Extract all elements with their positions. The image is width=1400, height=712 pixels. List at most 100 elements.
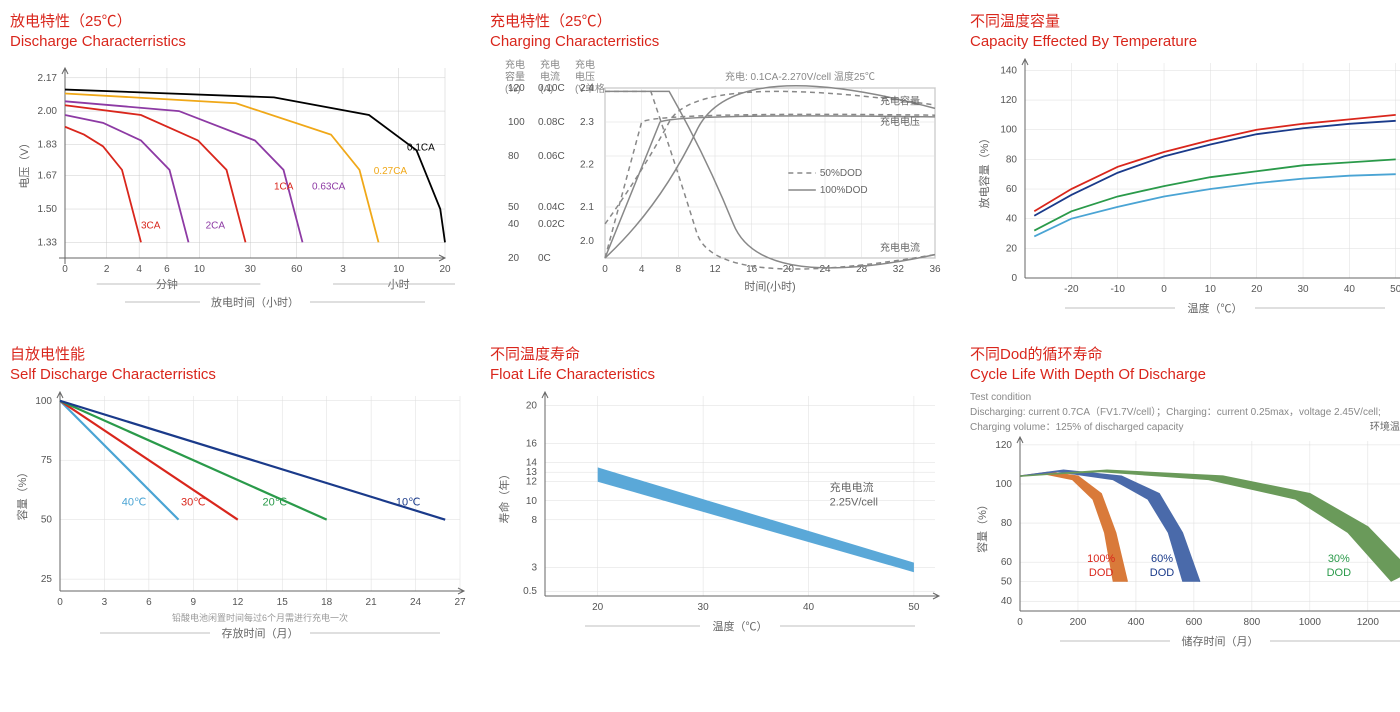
svg-text:16: 16 bbox=[526, 439, 538, 450]
svg-text:24: 24 bbox=[410, 597, 422, 608]
svg-text:30: 30 bbox=[1297, 284, 1309, 295]
svg-text:10: 10 bbox=[194, 264, 206, 275]
svg-text:DOD: DOD bbox=[1327, 567, 1352, 579]
svg-text:40℃: 40℃ bbox=[122, 496, 147, 508]
svg-text:-20: -20 bbox=[1064, 284, 1079, 295]
svg-text:DOD: DOD bbox=[1089, 567, 1114, 579]
discharge-plot: 1.331.501.671.832.002.17024610306031020电… bbox=[10, 58, 470, 313]
svg-text:充电电压: 充电电压 bbox=[880, 115, 920, 128]
svg-text:60: 60 bbox=[1006, 184, 1018, 195]
svg-text:温度（℃）: 温度（℃） bbox=[1188, 301, 1243, 315]
svg-text:12: 12 bbox=[232, 597, 244, 608]
svg-text:0.63CA: 0.63CA bbox=[312, 181, 346, 192]
svg-text:2: 2 bbox=[104, 264, 110, 275]
svg-text:40: 40 bbox=[1001, 596, 1013, 607]
svg-text:50: 50 bbox=[41, 515, 53, 526]
svg-text:40: 40 bbox=[803, 602, 815, 613]
svg-text:10: 10 bbox=[393, 264, 405, 275]
svg-text:20℃: 20℃ bbox=[263, 496, 288, 508]
svg-text:1.33: 1.33 bbox=[38, 237, 58, 248]
svg-text:10℃: 10℃ bbox=[396, 496, 421, 508]
svg-text:0: 0 bbox=[62, 264, 68, 275]
svg-text:40: 40 bbox=[1344, 284, 1356, 295]
svg-text:小时: 小时 bbox=[388, 278, 410, 291]
svg-text:寿命（年）: 寿命（年） bbox=[497, 469, 511, 524]
svg-text:0: 0 bbox=[602, 264, 608, 275]
svg-text:20: 20 bbox=[439, 264, 451, 275]
svg-text:100: 100 bbox=[35, 396, 52, 407]
charging-title-en: Charging Characterristics bbox=[490, 33, 950, 50]
svg-text:30%: 30% bbox=[1328, 553, 1350, 565]
svg-text:80: 80 bbox=[1006, 154, 1018, 165]
svg-text:24: 24 bbox=[819, 264, 831, 275]
svg-text:60%: 60% bbox=[1151, 553, 1173, 565]
svg-text:10: 10 bbox=[1205, 284, 1217, 295]
svg-text:2.4: 2.4 bbox=[580, 83, 594, 94]
temperature-title-en: Capacity Effected By Temperature bbox=[970, 33, 1400, 50]
svg-text:14: 14 bbox=[526, 458, 538, 469]
svg-text:50: 50 bbox=[1390, 284, 1400, 295]
svg-text:6: 6 bbox=[164, 264, 170, 275]
svg-text:12: 12 bbox=[709, 264, 721, 275]
svg-text:18: 18 bbox=[321, 597, 333, 608]
svg-text:20: 20 bbox=[508, 253, 520, 264]
svg-text:0.10C: 0.10C bbox=[538, 83, 565, 94]
discharge-title-cn: 放电特性（25℃） bbox=[10, 10, 470, 31]
svg-text:3: 3 bbox=[340, 264, 346, 275]
svg-text:1.83: 1.83 bbox=[38, 139, 58, 150]
discharge-panel: 放电特性（25℃） Discharge Characterristics 1.3… bbox=[10, 10, 470, 323]
svg-text:3: 3 bbox=[531, 562, 537, 573]
svg-text:50: 50 bbox=[1001, 577, 1013, 588]
svg-text:0: 0 bbox=[1017, 617, 1023, 628]
svg-text:0.06C: 0.06C bbox=[538, 151, 565, 162]
svg-text:0.5: 0.5 bbox=[523, 586, 537, 597]
svg-text:2.1: 2.1 bbox=[580, 202, 594, 213]
svg-text:1CA: 1CA bbox=[274, 181, 294, 192]
cyclelife-title-en: Cycle Life With Depth Of Discharge bbox=[970, 366, 1400, 383]
svg-text:80: 80 bbox=[508, 151, 520, 162]
svg-text:12: 12 bbox=[526, 477, 538, 488]
floatlife-plot: 0.53810121314162020304050寿命（年）温度（℃）充电电流2… bbox=[490, 391, 950, 641]
svg-text:0: 0 bbox=[1161, 284, 1167, 295]
svg-text:2.2: 2.2 bbox=[580, 160, 594, 171]
svg-text:140: 140 bbox=[1000, 65, 1017, 76]
chart-grid: 放电特性（25℃） Discharge Characterristics 1.3… bbox=[10, 10, 1390, 656]
svg-text:100: 100 bbox=[995, 479, 1012, 490]
svg-text:800: 800 bbox=[1244, 617, 1261, 628]
svg-text:30: 30 bbox=[245, 264, 257, 275]
charging-plot: 充电充电充电容量电流电压(%)(A)(V单格048121620242832362… bbox=[490, 58, 950, 303]
svg-text:50%DOD: 50%DOD bbox=[820, 168, 862, 179]
svg-text:50: 50 bbox=[508, 202, 520, 213]
svg-text:放电时间（小时）: 放电时间（小时） bbox=[211, 295, 299, 309]
svg-text:120: 120 bbox=[995, 440, 1012, 451]
svg-text:1.67: 1.67 bbox=[38, 171, 58, 182]
svg-text:3: 3 bbox=[102, 597, 108, 608]
svg-text:2.17: 2.17 bbox=[38, 73, 58, 84]
svg-text:1000: 1000 bbox=[1299, 617, 1322, 628]
svg-text:13: 13 bbox=[526, 467, 538, 478]
svg-text:8: 8 bbox=[676, 264, 682, 275]
cyclelife-title-cn: 不同Dod的循环寿命 bbox=[970, 343, 1400, 364]
svg-text:充电电流: 充电电流 bbox=[830, 480, 874, 494]
selfdischarge-plot: 2550751000369121518212427容量（%）铅酸电池闲置时间每过… bbox=[10, 391, 470, 646]
svg-text:充电容量: 充电容量 bbox=[880, 95, 920, 108]
temperature-title-cn: 不同温度容量 bbox=[970, 10, 1400, 31]
svg-text:80: 80 bbox=[1001, 518, 1013, 529]
svg-text:2.3: 2.3 bbox=[580, 117, 594, 128]
svg-text:20: 20 bbox=[1006, 243, 1018, 254]
svg-text:4: 4 bbox=[639, 264, 645, 275]
svg-text:0.27CA: 0.27CA bbox=[374, 166, 408, 177]
svg-text:400: 400 bbox=[1128, 617, 1145, 628]
svg-text:充电: 0.1CA-2.270V/cell 温度25℃: 充电: 0.1CA-2.270V/cell 温度25℃ bbox=[725, 70, 875, 83]
svg-text:充电: 充电 bbox=[540, 58, 560, 71]
svg-text:容量（%）: 容量（%） bbox=[15, 467, 29, 521]
svg-text:存放时间（月）: 存放时间（月） bbox=[222, 626, 299, 640]
svg-text:储存时间（月）: 储存时间（月） bbox=[1182, 634, 1259, 648]
svg-text:0.1CA: 0.1CA bbox=[407, 142, 435, 153]
svg-text:放电容量（%）: 放电容量（%） bbox=[977, 133, 991, 209]
svg-text:20: 20 bbox=[592, 602, 604, 613]
svg-text:0: 0 bbox=[1011, 273, 1017, 284]
svg-text:容量（%）: 容量（%） bbox=[975, 499, 989, 553]
svg-text:120: 120 bbox=[508, 83, 525, 94]
svg-text:2.00: 2.00 bbox=[38, 106, 58, 117]
